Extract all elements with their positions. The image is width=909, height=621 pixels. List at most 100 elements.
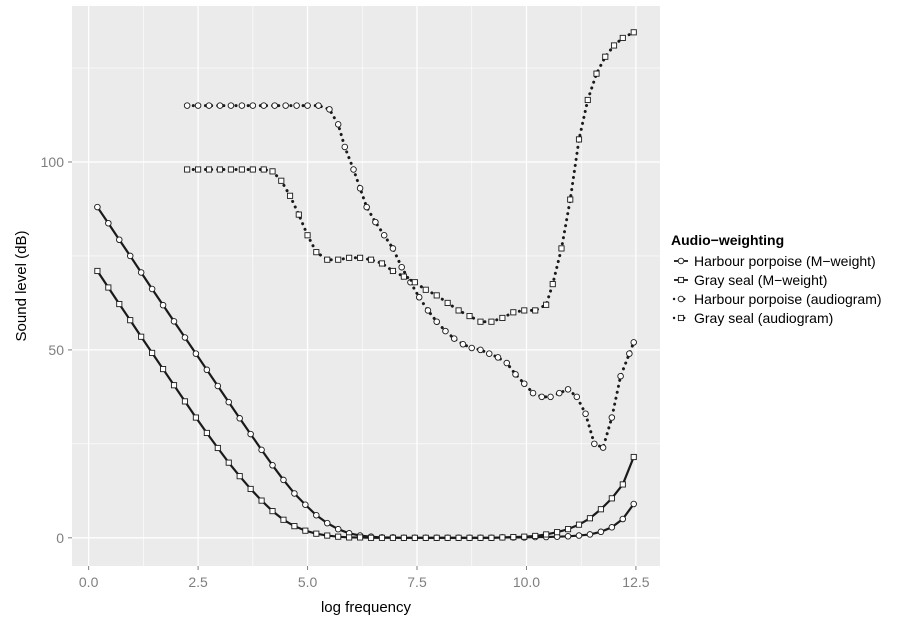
data-point <box>630 29 637 36</box>
data-point <box>216 102 224 109</box>
data-point <box>302 501 309 508</box>
data-point <box>599 444 607 451</box>
data-point <box>203 366 211 374</box>
data-point <box>324 256 331 263</box>
data-point <box>203 429 210 437</box>
data-point <box>468 344 475 352</box>
data-point <box>378 534 386 541</box>
data-point <box>192 414 199 421</box>
data-point <box>205 166 213 173</box>
x-tick-label: 10.0 <box>513 574 540 590</box>
series-2 <box>94 267 637 541</box>
x-tick-label: 7.5 <box>407 574 427 590</box>
legend-item: Harbour porpoise (M−weight) <box>674 253 876 269</box>
data-point <box>554 529 561 536</box>
data-point <box>295 211 302 218</box>
data-point <box>258 446 265 454</box>
data-point <box>194 102 202 109</box>
data-point <box>532 532 539 539</box>
legend-label: Gray seal (M−weight) <box>694 272 827 288</box>
data-point <box>160 366 167 373</box>
data-point <box>586 515 593 522</box>
legend-key-marker <box>677 276 685 284</box>
data-point <box>422 286 429 293</box>
data-point <box>326 106 333 113</box>
data-point <box>617 372 624 380</box>
data-point <box>466 313 473 320</box>
data-point <box>510 309 517 316</box>
data-point <box>372 218 379 226</box>
data-point <box>499 314 506 321</box>
series-4 <box>184 29 637 325</box>
data-point <box>183 102 191 109</box>
legend-label: Harbour porpoise (audiogram) <box>694 291 882 307</box>
data-point <box>400 273 407 280</box>
data-point <box>293 102 300 109</box>
data-point <box>380 232 388 239</box>
data-point <box>315 102 322 109</box>
data-point <box>341 143 349 151</box>
data-point <box>378 260 386 267</box>
data-point <box>184 166 191 173</box>
data-point <box>450 335 458 342</box>
y-tick-label: 100 <box>41 154 65 170</box>
data-point <box>538 393 546 401</box>
data-point <box>556 389 563 397</box>
data-point <box>466 534 473 541</box>
data-point <box>389 267 396 275</box>
data-point <box>159 301 167 309</box>
data-point <box>503 359 511 367</box>
data-point <box>424 307 432 314</box>
data-point <box>127 317 134 324</box>
data-point <box>532 307 539 314</box>
y-axis-title: Sound level (dB) <box>13 231 30 342</box>
data-point <box>269 508 276 515</box>
legend-item: Harbour porpoise (audiogram) <box>672 291 882 307</box>
data-point <box>575 532 583 539</box>
data-point <box>126 252 134 260</box>
legend-label: Harbour porpoise (M−weight) <box>694 253 876 269</box>
data-point <box>477 318 484 325</box>
data-point <box>356 185 364 192</box>
data-point <box>324 532 331 539</box>
data-point <box>291 490 298 497</box>
data-point <box>280 476 287 484</box>
x-tick-label: 5.0 <box>298 574 318 590</box>
data-point <box>543 531 550 538</box>
data-point <box>521 380 528 387</box>
data-point <box>302 527 309 534</box>
data-point <box>411 534 418 541</box>
data-point <box>282 102 289 109</box>
y-tick-label: 0 <box>56 530 64 546</box>
data-point <box>564 386 572 393</box>
data-point <box>192 350 200 357</box>
data-point <box>591 440 598 448</box>
data-point <box>575 136 583 143</box>
data-point <box>286 192 294 199</box>
data-point <box>433 534 440 541</box>
data-point <box>597 528 605 536</box>
data-point <box>389 245 397 252</box>
data-point <box>94 203 101 211</box>
data-point <box>521 533 528 540</box>
data-point <box>181 398 189 405</box>
data-point <box>313 249 320 256</box>
data-point <box>565 526 572 533</box>
data-point <box>433 318 440 325</box>
data-point <box>521 307 528 314</box>
legend-item: Gray seal (audiogram) <box>672 310 833 326</box>
data-point <box>214 444 221 452</box>
data-point <box>630 453 637 461</box>
data-point <box>195 166 202 173</box>
data-point <box>415 294 423 301</box>
data-point <box>564 533 572 540</box>
data-point <box>608 524 616 531</box>
data-point <box>346 534 353 541</box>
data-point <box>510 534 517 541</box>
data-point <box>350 166 357 173</box>
data-point <box>433 292 440 299</box>
data-point <box>357 534 364 541</box>
data-point <box>567 196 574 203</box>
data-point <box>582 410 589 418</box>
series-line <box>185 104 636 450</box>
